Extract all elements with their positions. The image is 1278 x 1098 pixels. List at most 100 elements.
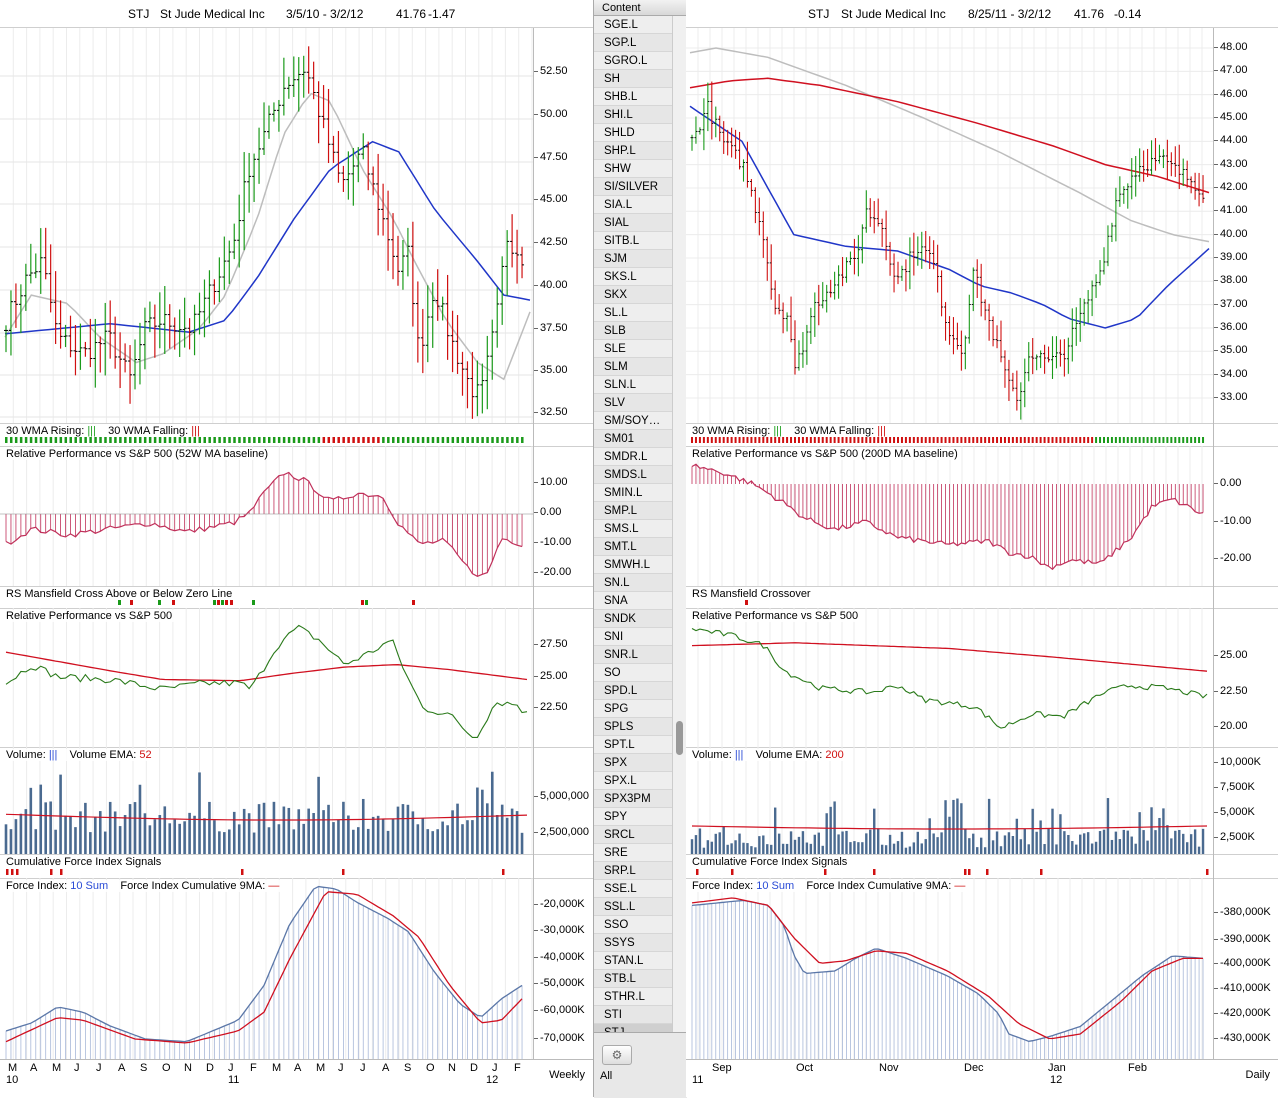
ticker-item[interactable]: SMWH.L	[594, 556, 672, 574]
rp-plot[interactable]	[0, 608, 534, 747]
ticker-item[interactable]: SPX	[594, 754, 672, 772]
volume-section[interactable]: Volume: ||| Volume EMA: 52 5,000,000 2,5…	[0, 747, 593, 855]
all-filter-label[interactable]: All	[600, 1070, 613, 1082]
ticker-item[interactable]: SSO	[594, 916, 672, 934]
price-plot[interactable]	[686, 28, 1214, 423]
ticker-item[interactable]: SNA	[594, 592, 672, 610]
rp-section[interactable]: Relative Performance vs S&P 500 25.00 22…	[686, 608, 1278, 748]
volume-bar	[880, 844, 884, 854]
ticker-item[interactable]: SMS.L	[594, 520, 672, 538]
rp200-plot[interactable]	[686, 446, 1214, 586]
ticker-item[interactable]: SMT.L	[594, 538, 672, 556]
ticker-item[interactable]: SITB.L	[594, 232, 672, 250]
ticker-item[interactable]: SLE	[594, 340, 672, 358]
ticker-item[interactable]: SMP.L	[594, 502, 672, 520]
force-section[interactable]: Force Index: 10 Sum Force Index Cumulati…	[0, 878, 593, 1060]
rp52-plot[interactable]	[0, 446, 534, 586]
month-label: N	[448, 1062, 456, 1074]
ticker-item[interactable]: SM/SOY…	[594, 412, 672, 430]
ticker-item[interactable]: SPG	[594, 700, 672, 718]
ticker-item[interactable]: SPLS	[594, 718, 672, 736]
volume-bar	[944, 800, 947, 854]
ticker-item[interactable]: SHLD	[594, 124, 672, 142]
ticker-item[interactable]: SHB.L	[594, 88, 672, 106]
rp52-section[interactable]: Relative Performance vs S&P 500 (52W MA …	[0, 446, 593, 587]
ticker-item[interactable]: SPX3PM	[594, 790, 672, 808]
ticker-item[interactable]: SSYS	[594, 934, 672, 952]
cfi-signal-mark	[696, 869, 699, 875]
force-section[interactable]: Force Index: 10 Sum Force Index Cumulati…	[686, 878, 1278, 1060]
price-section[interactable]: 48.00 47.00 46.00 45.00 44.00 43.00 42.00 41.00…	[686, 28, 1278, 424]
wma-signal-mark	[992, 437, 995, 443]
ticker-item[interactable]: STI	[594, 1006, 672, 1024]
volume-plot[interactable]	[0, 747, 534, 854]
force-plot[interactable]	[686, 878, 1214, 1059]
volume-section[interactable]: Volume: ||| Volume EMA: 200 10,000K 7,50…	[686, 747, 1278, 855]
ticker-item[interactable]: SHP.L	[594, 142, 672, 160]
cfi-label: Cumulative Force Index Signals	[6, 856, 165, 868]
ticker-item[interactable]: SKX	[594, 286, 672, 304]
ticker-item[interactable]: SN.L	[594, 574, 672, 592]
ticker-item[interactable]: SGP.L	[594, 34, 672, 52]
ticker-item[interactable]: SO	[594, 664, 672, 682]
ticker-item[interactable]: SLB	[594, 322, 672, 340]
ticker-item[interactable]: SPD.L	[594, 682, 672, 700]
ticker-item[interactable]: STHR.L	[594, 988, 672, 1006]
month-label: A	[118, 1062, 126, 1074]
ticker-item[interactable]: SH	[594, 70, 672, 88]
force-plot[interactable]	[0, 878, 534, 1059]
gear-icon[interactable]: ⚙	[602, 1045, 632, 1065]
price-section[interactable]: 52.50 50.00 47.50 45.00 42.50 40.00 37.5…	[0, 28, 593, 424]
ticker-item[interactable]: SPT.L	[594, 736, 672, 754]
ticker-item[interactable]: SLN.L	[594, 376, 672, 394]
ticker-item[interactable]: SL.L	[594, 304, 672, 322]
ticker-item[interactable]: SPX.L	[594, 772, 672, 790]
ticker-item[interactable]: SRP.L	[594, 862, 672, 880]
ticker-item[interactable]: SLM	[594, 358, 672, 376]
scroll-thumb[interactable]	[676, 721, 683, 755]
rp-section[interactable]: Relative Performance vs S&P 500 27.50 25…	[0, 608, 593, 748]
ticker-item[interactable]: SHW	[594, 160, 672, 178]
ticker-item[interactable]: STAN.L	[594, 952, 672, 970]
rp200-section[interactable]: Relative Performance vs S&P 500 (200D MA…	[686, 446, 1278, 587]
symbol-list-sidebar[interactable]: Content SGE.L SGP.L SGRO.L SH SHB.L SHI.L SHLD…	[593, 0, 688, 1098]
ticker-item[interactable]: STB.L	[594, 970, 672, 988]
ticker-item[interactable]: SIA.L	[594, 196, 672, 214]
period-label[interactable]: Daily	[1245, 1069, 1270, 1081]
volume-bar	[381, 819, 385, 854]
ticker-list[interactable]: SGE.L SGP.L SGRO.L SH SHB.L SHI.L SHLD SHP.L SHW…	[594, 16, 672, 1032]
rp-plot[interactable]	[686, 608, 1214, 747]
ticker-item[interactable]: SNI	[594, 628, 672, 646]
ticker-item[interactable]: STJ	[594, 1024, 672, 1032]
ticker-item[interactable]: SIAL	[594, 214, 672, 232]
volume-plot[interactable]	[686, 747, 1214, 854]
wma-signal-mark	[833, 437, 836, 443]
price-plot[interactable]	[0, 28, 534, 423]
ticker-item[interactable]: SJM	[594, 250, 672, 268]
ticker-item[interactable]: SNR.L	[594, 646, 672, 664]
ticker-item[interactable]: SRCL	[594, 826, 672, 844]
ticker-item[interactable]: SGE.L	[594, 16, 672, 34]
ticker-item[interactable]: SM01	[594, 430, 672, 448]
ticker-item[interactable]: SRE	[594, 844, 672, 862]
ticker-item[interactable]: SKS.L	[594, 268, 672, 286]
ticker-item[interactable]: SNDK	[594, 610, 672, 628]
ticker-item[interactable]: SMDS.L	[594, 466, 672, 484]
ticker-item[interactable]: SI/SILVER	[594, 178, 672, 196]
ticker-item[interactable]: SPY	[594, 808, 672, 826]
volume-tick: 2,500,000	[534, 826, 589, 838]
ticker-item[interactable]: SGRO.L	[594, 52, 672, 70]
ticker-item[interactable]: SLV	[594, 394, 672, 412]
ticker-item[interactable]: SHI.L	[594, 106, 672, 124]
ticker-item[interactable]: SMIN.L	[594, 484, 672, 502]
period-label[interactable]: Weekly	[549, 1069, 585, 1081]
ticker-item[interactable]: SSL.L	[594, 898, 672, 916]
content-header[interactable]: Content	[594, 0, 687, 16]
volume-bar	[451, 810, 454, 854]
ticker-item[interactable]: SMDR.L	[594, 448, 672, 466]
weekly-chart-panel[interactable]: STJ St Jude Medical Inc 3/5/10 - 3/2/12 …	[0, 0, 593, 1097]
volume-bar	[515, 811, 519, 854]
scrollbar[interactable]	[672, 16, 687, 1032]
daily-chart-panel[interactable]: STJ St Jude Medical Inc 8/25/11 - 3/2/12…	[686, 0, 1278, 1097]
ticker-item[interactable]: SSE.L	[594, 880, 672, 898]
